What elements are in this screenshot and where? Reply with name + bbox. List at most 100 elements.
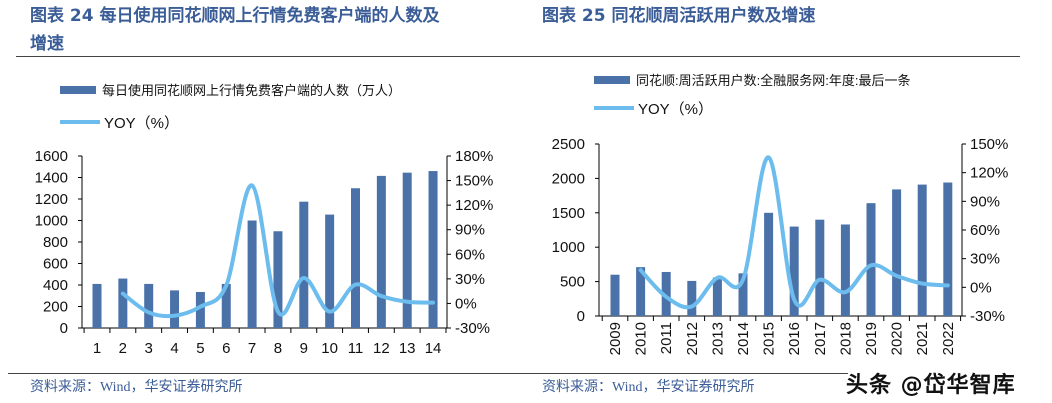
chart-25-bar: [943, 182, 953, 316]
chart-24-y2-tick-label: 30%: [455, 271, 485, 288]
chart-25-x-tick-label: 2011: [658, 322, 675, 354]
chart-25-bar: [661, 271, 671, 316]
chart-24-title: 图表 24 每日使用同花顺网上行情免费客户端的人数及 增速: [30, 2, 530, 58]
chart-25-y2-tick-label: 0%: [970, 279, 992, 296]
chart-24-x-tick-label: 1: [93, 340, 101, 357]
header-divider: [16, 56, 1020, 57]
chart-24-legend-line-label: YOY（%）: [104, 115, 179, 132]
chart-25-x-tick-label: 2013: [709, 322, 726, 355]
chart-24-yoy-line: [120, 183, 436, 319]
chart-25-y2-tick-label: 60%: [970, 222, 1000, 239]
chart-25-y-tick-label: 2500: [552, 136, 585, 153]
chart-24-y2-tick-label: 150%: [455, 173, 493, 190]
chart-25-bar: [636, 267, 646, 316]
chart-24-bar: [247, 220, 257, 328]
chart-25-bar: [610, 274, 620, 316]
chart-25-y2-tick-label: 30%: [970, 251, 1000, 268]
chart-24-x-tick-label: 11: [348, 340, 364, 357]
chart-25-x-tick-label: 2012: [684, 322, 701, 355]
chart-24-y2-tick-label: 0%: [455, 295, 477, 312]
chart-25-x-tick-label: 2018: [837, 322, 854, 355]
chart-24-y2-tick-label: 90%: [455, 222, 485, 239]
footer-divider: [8, 373, 848, 374]
chart-24-y-tick-label: 600: [43, 256, 68, 273]
chart-24-y-tick-label: 200: [43, 299, 68, 316]
chart-24-legend-bar-swatch: [60, 86, 96, 94]
chart-24-bar: [351, 188, 360, 328]
chart-25-bar: [712, 277, 722, 316]
chart-24-x-tick-label: 3: [145, 340, 153, 357]
chart-25-x-tick-label: 2014: [735, 322, 752, 355]
chart-25-x-tick-label: 2021: [914, 322, 931, 355]
chart-24-y2-tick-label: 120%: [455, 197, 493, 214]
chart-24-legend-bar-label: 每日使用同花顺网上行情免费客户端的人数（万人）: [102, 83, 401, 98]
chart-24-y-tick-label: 400: [43, 277, 68, 294]
chart-25-x-tick-label: 2016: [786, 322, 803, 355]
chart-24-y2-tick-label: 60%: [455, 246, 485, 263]
chart-25-x-tick-label: 2022: [940, 322, 957, 355]
chart-25-title: 图表 25 同花顺周活跃用户数及增速: [542, 6, 816, 26]
chart-24-bar: [402, 172, 412, 328]
chart-24-bar: [144, 283, 154, 328]
chart-24-bar: [325, 214, 335, 328]
chart-25-bar: [738, 273, 748, 316]
chart-25-x-tick-label: 2009: [607, 322, 624, 355]
chart-24-y-tick-label: 0: [60, 320, 68, 337]
chart-25-y-tick-label: 0: [577, 308, 585, 325]
chart-24-bar: [376, 175, 386, 328]
chart-25-y2-tick-label: 120%: [970, 165, 1008, 182]
chart-25-bar: [917, 184, 927, 316]
chart-25-x-tick-label: 2017: [812, 322, 829, 355]
chart-24-y-tick-label: 1200: [35, 191, 68, 208]
chart-24-bar: [428, 171, 438, 328]
chart-24-bar: [118, 278, 128, 328]
chart-25-x-tick-label: 2019: [863, 322, 880, 355]
chart-25-yoy-line: [638, 155, 950, 310]
chart-24-bar: [195, 291, 205, 328]
chart-25-legend-bar-label: 同花顺:周活跃用户数:全融服务网:年度:最后一条: [636, 73, 910, 88]
chart-25-x-tick-label: 2020: [889, 322, 906, 355]
chart-25-x-tick-label: 2015: [761, 322, 778, 355]
chart-24-bar: [273, 231, 283, 328]
chart-24-x-tick-label: 4: [170, 340, 178, 357]
chart-24-x-tick-label: 7: [248, 340, 256, 357]
chart-25-legend-bar-swatch: [594, 76, 630, 84]
chart-24-x-tick-label: 2: [119, 340, 127, 357]
chart-25-y2-tick-label: 150%: [970, 136, 1008, 153]
chart-25-bar: [892, 189, 902, 316]
chart-24-bar: [299, 201, 309, 328]
chart-25-y2-tick-label: 90%: [970, 193, 1000, 210]
chart-25-y-tick-label: 1000: [552, 239, 585, 256]
chart-25-y2-tick-label: -30%: [970, 308, 1005, 325]
chart-25-legend-line-label: YOY（%）: [638, 101, 713, 118]
chart-25-y-tick-label: 1500: [552, 205, 585, 222]
chart-25-bar: [815, 219, 825, 316]
chart-24-y2-tick-label: 180%: [455, 148, 493, 165]
chart-25-bar: [789, 226, 799, 316]
chart-24-y-tick-label: 800: [43, 234, 68, 251]
chart-24-bar: [221, 283, 231, 328]
watermark: 头条 @岱华智库: [846, 373, 1016, 398]
chart-24-title-line1: 图表 24 每日使用同花顺网上行情免费客户端的人数及: [30, 6, 440, 26]
chart-24-x-tick-label: 14: [425, 340, 442, 357]
chart-24-x-tick-label: 10: [321, 340, 338, 357]
chart-25-bar: [840, 224, 850, 316]
chart-25-source: 资料来源：Wind，华安证券研究所: [542, 380, 755, 395]
chart-24-source: 资料来源：Wind，华安证券研究所: [30, 380, 243, 395]
chart-25-bar: [687, 280, 697, 316]
chart-24-x-tick-label: 12: [373, 340, 390, 357]
chart-25-x-tick-label: 2010: [633, 322, 650, 355]
chart-24-y-tick-label: 1600: [35, 148, 68, 165]
chart-24-y2-tick-label: -30%: [455, 320, 490, 337]
chart-24-x-tick-label: 6: [222, 340, 230, 357]
chart-25-y-tick-label: 2000: [552, 170, 585, 187]
chart-24-y-tick-label: 1400: [35, 170, 68, 187]
chart-24-bar: [92, 283, 102, 328]
chart-24-x-tick-label: 8: [274, 340, 282, 357]
chart-24-y-tick-label: 1000: [35, 213, 68, 230]
chart-24-x-tick-label: 5: [196, 340, 204, 357]
chart-24-title-line2: 增速: [30, 34, 64, 54]
chart-25-bar: [866, 203, 876, 316]
chart-24-x-tick-label: 9: [300, 340, 308, 357]
